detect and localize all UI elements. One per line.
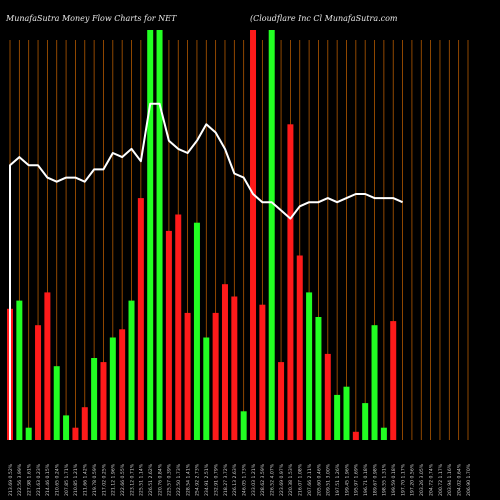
x-tick-label: 216.07 1.08%: [298, 463, 304, 496]
x-tick-label: 197.51 1.26%: [335, 463, 341, 496]
x-tick-label: 223.69 0.97%: [279, 463, 285, 496]
bar-down: [259, 304, 266, 440]
x-tick-label: 204.72 0.74%: [428, 463, 434, 496]
x-axis-labels: 213.69 0.52% 222.56 3.99% 227.98 1.61% 221.…: [8, 463, 472, 496]
x-tick-label: 223.12 0.71%: [129, 463, 135, 496]
x-tick-label: 197.20 0.56%: [410, 463, 416, 496]
x-tick-label: 205.60 0.46%: [316, 463, 322, 496]
x-tick-label: 197.70 1.17%: [400, 463, 406, 496]
x-tick-label: 200.72 1.17%: [438, 463, 444, 496]
bar-down: [296, 255, 303, 440]
bar-down: [231, 296, 238, 440]
money-flow-line-path: [9, 102, 403, 440]
x-tick-label: 219.78 0.59%: [92, 463, 98, 496]
bar-series: [7, 30, 397, 441]
bar-up: [147, 30, 154, 440]
x-tick-label: 204.02 0.64%: [456, 463, 462, 496]
bar-down: [44, 292, 51, 440]
bar-up: [371, 325, 378, 440]
x-tick-label: 213.69 0.52%: [8, 463, 14, 496]
x-tick-label: 207.85 1.71%: [64, 463, 70, 496]
bar-down: [250, 30, 257, 440]
bar-up: [240, 411, 247, 440]
x-tick-label: 195.97 1.69%: [354, 463, 360, 496]
x-tick-label: 217.02 0.25%: [101, 463, 107, 496]
x-tick-label: 222.50 1.73%: [176, 463, 182, 496]
x-tick-label: 209.51 3.00%: [326, 463, 332, 496]
x-tick-label: 222.66 0.55%: [120, 463, 126, 496]
x-tick-label: 218.27 3.72%: [223, 463, 229, 496]
x-tick-label: 210.65 0.24%: [55, 463, 61, 496]
bar-up: [156, 30, 163, 440]
bar-up: [306, 292, 313, 440]
bar-down: [184, 312, 191, 440]
bar-down: [390, 321, 397, 440]
x-tick-label: 226.51 2.62%: [148, 463, 154, 496]
bar-down: [165, 230, 172, 440]
bar-up: [109, 337, 116, 440]
bar-down: [221, 284, 228, 440]
x-tick-label: 221.12 1.96%: [111, 463, 117, 496]
bar-down: [119, 329, 126, 440]
x-tick-label: 226.52 4.07%: [270, 463, 276, 496]
x-tick-label: 214.46 0.15%: [45, 463, 51, 496]
x-tick-label: 207.66 2.11%: [307, 463, 313, 496]
x-tick-label: 196.71 0.18%: [363, 463, 369, 496]
bar-up: [315, 317, 322, 440]
bar-down: [175, 214, 182, 440]
bar-up: [128, 300, 135, 440]
chart-title: MunafaSutra Money Flow Charts for NET: [6, 14, 177, 23]
x-tick-label: 210.85 1.21%: [73, 463, 79, 496]
bar-down: [72, 427, 79, 440]
bar-up: [380, 427, 387, 440]
bar-up: [193, 222, 200, 440]
x-tick-label: 222.56 3.99%: [17, 463, 23, 496]
bar-down: [324, 353, 331, 440]
x-tick-label: 226.13 2.63%: [232, 463, 238, 496]
bar-up: [63, 415, 70, 440]
bar-up: [25, 427, 32, 440]
x-tick-label: 225.51 1.14%: [139, 463, 145, 496]
x-tick-label: 220.76 0.84%: [157, 463, 163, 496]
x-tick-label: 233.03 1.21%: [251, 463, 257, 496]
bar-up: [203, 337, 210, 440]
x-tick-label: 254.92 2.73%: [195, 463, 201, 496]
bar-down: [35, 325, 42, 440]
bar-down: [81, 407, 88, 440]
bar-up: [53, 366, 60, 440]
x-tick-label: 232.91 0.79%: [213, 463, 219, 496]
x-tick-label: 228.62 3.59%: [260, 463, 266, 496]
grid-lines: [9, 40, 469, 440]
chart-source-label: (Cloudflare Inc Cl MunafaSutra.com: [250, 14, 398, 23]
x-tick-label: 228.54 1.41%: [185, 463, 191, 496]
x-tick-label: 225.57 0.39%: [167, 463, 173, 496]
x-tick-label: 203.94 1.16%: [447, 463, 453, 496]
x-tick-label: 206.90 1.70%: [466, 463, 472, 496]
bar-down: [278, 362, 285, 440]
x-tick-label: 198.55 1.31%: [382, 463, 388, 496]
bar-down: [137, 198, 144, 440]
bar-down: [212, 312, 219, 440]
x-tick-label: 234.91 2.51%: [204, 463, 210, 496]
bar-up: [362, 403, 369, 440]
bar-down: [100, 362, 107, 440]
bar-down: [287, 124, 294, 441]
money-flow-line: [9, 102, 403, 440]
x-tick-label: 227.98 1.61%: [26, 463, 32, 496]
x-tick-label: 203.26 3.05%: [419, 463, 425, 496]
x-tick-label: 199.45 1.96%: [344, 463, 350, 496]
x-tick-label: 220.38 1.53%: [288, 463, 294, 496]
x-tick-label: 189.67 0.98%: [372, 463, 378, 496]
x-tick-label: 246.05 1.73%: [241, 463, 247, 496]
bar-up: [343, 386, 350, 440]
bar-down: [352, 431, 359, 440]
bar-up: [91, 358, 98, 440]
x-tick-label: 199.59 0.18%: [391, 463, 397, 496]
bar-up: [268, 30, 275, 440]
x-tick-label: 211.66 1.42%: [83, 463, 89, 496]
x-tick-label: 221.63 0.23%: [36, 463, 42, 496]
bar-up: [334, 394, 341, 440]
bar-up: [16, 300, 23, 440]
